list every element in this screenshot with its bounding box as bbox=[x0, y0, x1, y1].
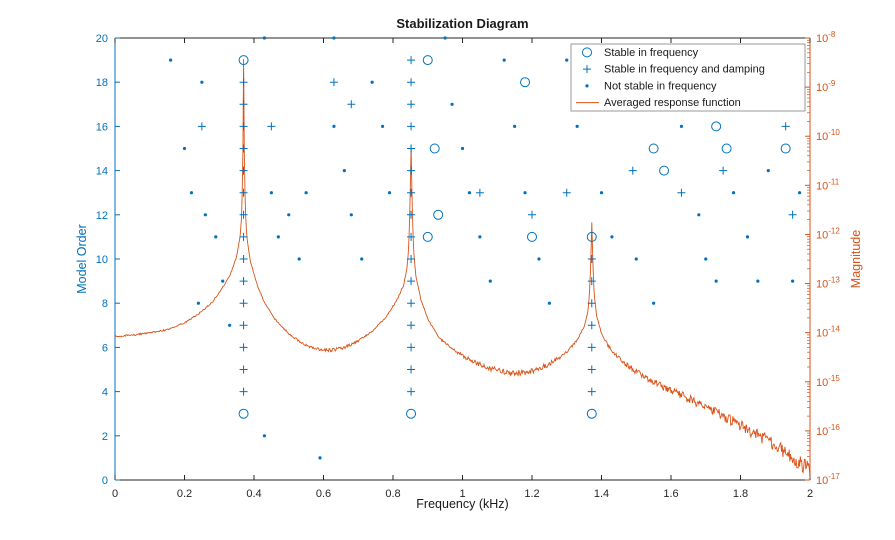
x-tick-label: 1.8 bbox=[733, 488, 748, 500]
y-left-tick-label: 0 bbox=[102, 475, 108, 487]
y-left-tick-label: 6 bbox=[102, 342, 108, 354]
x-tick-label: 2 bbox=[807, 488, 813, 500]
y-right-tick-label: 10-13 bbox=[816, 276, 840, 291]
x-tick-label: 0 bbox=[112, 488, 118, 500]
x-axis-label: Frequency (kHz) bbox=[416, 497, 509, 511]
y-left-tick-label: 16 bbox=[96, 121, 108, 133]
legend-circle-icon bbox=[582, 47, 592, 58]
y-right-tick-label: 10-11 bbox=[816, 177, 840, 192]
y-left-tick-label: 20 bbox=[96, 33, 108, 45]
x-tick-label: 0.2 bbox=[177, 488, 192, 500]
y-left-tick-label: 2 bbox=[102, 431, 108, 443]
legend-plus-icon bbox=[583, 65, 591, 74]
x-tick-label: 1.2 bbox=[524, 488, 539, 500]
chart-title: Stabilization Diagram bbox=[396, 16, 529, 31]
y-right-tick-label: 10-10 bbox=[816, 128, 840, 143]
legend-label: Not stable in frequency bbox=[604, 80, 717, 92]
frf-curve bbox=[114, 58, 811, 479]
y-left-tick-label: 18 bbox=[96, 77, 108, 89]
left-axis-ticks: 0 2 4 6 8 10 12 14 16 18 20 bbox=[96, 33, 120, 487]
y-right-tick-label: 10-17 bbox=[816, 472, 840, 487]
y-left-tick-label: 10 bbox=[96, 254, 108, 266]
y-axis-label-left: Model Order bbox=[75, 224, 89, 293]
y-right-tick-label: 10-8 bbox=[816, 30, 836, 45]
x-tick-label: 1.4 bbox=[594, 488, 609, 500]
y-left-tick-label: 8 bbox=[102, 298, 108, 310]
x-tick-label: 1.6 bbox=[663, 488, 678, 500]
y-left-tick-label: 14 bbox=[96, 166, 108, 178]
y-axis-label-right: Magnitude bbox=[849, 230, 863, 288]
y-right-tick-label: 10-9 bbox=[816, 79, 836, 94]
y-right-tick-label: 10-14 bbox=[816, 325, 840, 340]
legend: Stable in frequency Stable in frequency a… bbox=[570, 43, 806, 112]
legend-label: Averaged response function bbox=[604, 97, 741, 109]
y-left-tick-label: 4 bbox=[102, 387, 108, 399]
x-tick-label: 1 bbox=[459, 488, 465, 500]
right-axis-ticks: 10-8 10-9 10-10 10-11 10-12 10-13 10-14 10-15 10… bbox=[805, 30, 840, 487]
x-axis-ticks: 0 0.2 0.4 0.6 0.8 1 1.2 1.4 1.6 1.8 2 bbox=[112, 38, 813, 500]
y-right-tick-label: 10-15 bbox=[816, 374, 840, 389]
legend-box bbox=[570, 43, 806, 112]
x-tick-label: 0.8 bbox=[385, 488, 400, 500]
x-tick-label: 0.4 bbox=[246, 488, 261, 500]
pole-markers bbox=[169, 36, 802, 460]
legend-dot-icon bbox=[585, 84, 589, 88]
series-circle-markers bbox=[238, 55, 791, 419]
x-tick-label: 0.6 bbox=[316, 488, 331, 500]
legend-label: Stable in frequency bbox=[604, 47, 699, 59]
y-right-tick-label: 10-16 bbox=[816, 423, 840, 438]
series-plus-markers bbox=[197, 56, 797, 396]
legend-label: Stable in frequency and damping bbox=[604, 64, 765, 76]
y-right-tick-label: 10-12 bbox=[816, 226, 840, 241]
y-left-tick-label: 12 bbox=[96, 210, 108, 222]
